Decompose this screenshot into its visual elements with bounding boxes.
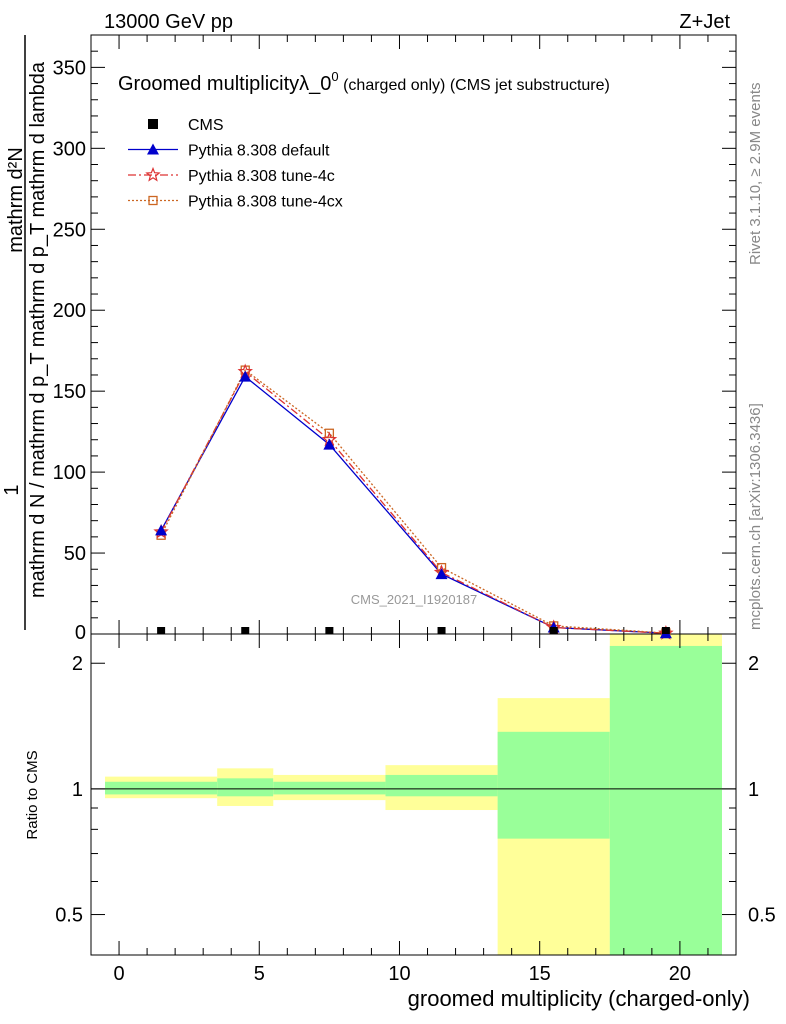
ratio-plot-border — [90, 633, 737, 956]
series-line-0 — [160, 375, 666, 634]
series-0-point-0 — [155, 524, 168, 536]
header-process-label: Z+Jet — [679, 11, 730, 33]
ratio-y-tick-label-left-0.5: 0.5 — [55, 905, 83, 927]
y-tick-label-100: 100 — [53, 462, 86, 484]
chart-title-superscript: 0 — [331, 69, 338, 84]
ratio-band-green-0 — [105, 781, 218, 795]
analysis-watermark: CMS_2021_I1920187 — [351, 592, 478, 607]
series-0-point-2 — [323, 438, 336, 450]
ratio-y-tick-label-right-1: 1 — [748, 779, 759, 801]
y-tick-label-0: 0 — [75, 622, 86, 644]
ratio-y-tick-label-right-0.5: 0.5 — [748, 905, 776, 927]
series-0-point-1 — [239, 370, 252, 382]
ratio-band-green-3 — [385, 774, 498, 797]
chart-title-small: (charged only) (CMS jet substructure) — [339, 77, 610, 94]
x-tick-label-5: 5 — [254, 963, 265, 985]
ratio-plot-frame: 0 5 10 15 20 0.5 0.5 1 1 2 2 — [55, 633, 776, 985]
header-energy-label: 13000 GeV pp — [104, 11, 233, 33]
legend-marker-2 — [145, 166, 161, 182]
legend-label-1: Pythia 8.308 default — [188, 143, 330, 160]
ylabel-numerator-2: mathrm d²N — [5, 147, 27, 253]
ylabel-numerator-1: 1 — [1, 484, 23, 495]
chart-title-main: Groomed multiplicityλ_0 — [118, 73, 331, 95]
legend-label-3: Pythia 8.308 tune-4cx — [188, 194, 343, 211]
legend-label-2: Pythia 8.308 tune-4c — [188, 168, 335, 185]
ratio-bands — [105, 634, 722, 955]
ratio-band-green-2 — [273, 781, 386, 795]
main-plot-frame: 50 100 150 200 250 300 350 0 — [53, 34, 737, 644]
legend-marker-0 — [148, 119, 158, 129]
xlabel: groomed multiplicity (charged-only) — [408, 986, 750, 1011]
y-tick-label-200: 200 — [53, 300, 86, 322]
ylabel-ratio: Ratio to CMS — [24, 750, 41, 839]
cms-point-2 — [325, 627, 334, 634]
ylabel-denominator: mathrm d N / mathrm d p_T mathrm d p_T m… — [27, 61, 49, 598]
series-0-point-3 — [435, 568, 448, 580]
y-tick-label-50: 50 — [64, 543, 86, 565]
series-2-point-2 — [324, 428, 335, 438]
x-tick-label-20: 20 — [669, 963, 691, 985]
ratio-band-green-4 — [497, 731, 610, 839]
x-tick-label-15: 15 — [529, 963, 551, 985]
ratio-y-tick-label-left-1: 1 — [72, 779, 83, 801]
series-lines — [160, 369, 666, 634]
mcplots-credit-label: mcplots.cern.ch [arXiv:1306.3436] — [747, 403, 764, 630]
rivet-version-label: Rivet 3.1.10, ≥ 2.9M events — [747, 83, 764, 266]
legend: CMS Pythia 8.308 default Pythia 8.308 tune… — [128, 117, 343, 211]
legend-label-0: CMS — [188, 117, 224, 134]
legend-marker-1 — [147, 143, 159, 155]
ratio-band-green-5 — [609, 645, 722, 955]
cms-point-0 — [157, 627, 166, 634]
cms-point-5 — [661, 627, 670, 634]
y-tick-label-150: 150 — [53, 381, 86, 403]
ratio-y-tick-label-right-2: 2 — [748, 653, 759, 675]
ratio-y-tick-label-left-2: 2 — [72, 653, 83, 675]
y-tick-label-300: 300 — [53, 138, 86, 160]
cms-point-4 — [549, 627, 558, 634]
cms-point-3 — [437, 627, 446, 634]
series-markers — [153, 363, 674, 640]
x-tick-label-0: 0 — [113, 963, 124, 985]
ratio-band-green-1 — [217, 778, 274, 797]
cms-point-1 — [241, 627, 250, 634]
y-tick-label-350: 350 — [53, 57, 86, 79]
y-tick-label-250: 250 — [53, 219, 86, 241]
x-tick-label-10: 10 — [388, 963, 410, 985]
legend-marker-3 — [148, 195, 158, 206]
chart-title: Groomed multiplicityλ_00 (charged only) … — [118, 69, 610, 95]
